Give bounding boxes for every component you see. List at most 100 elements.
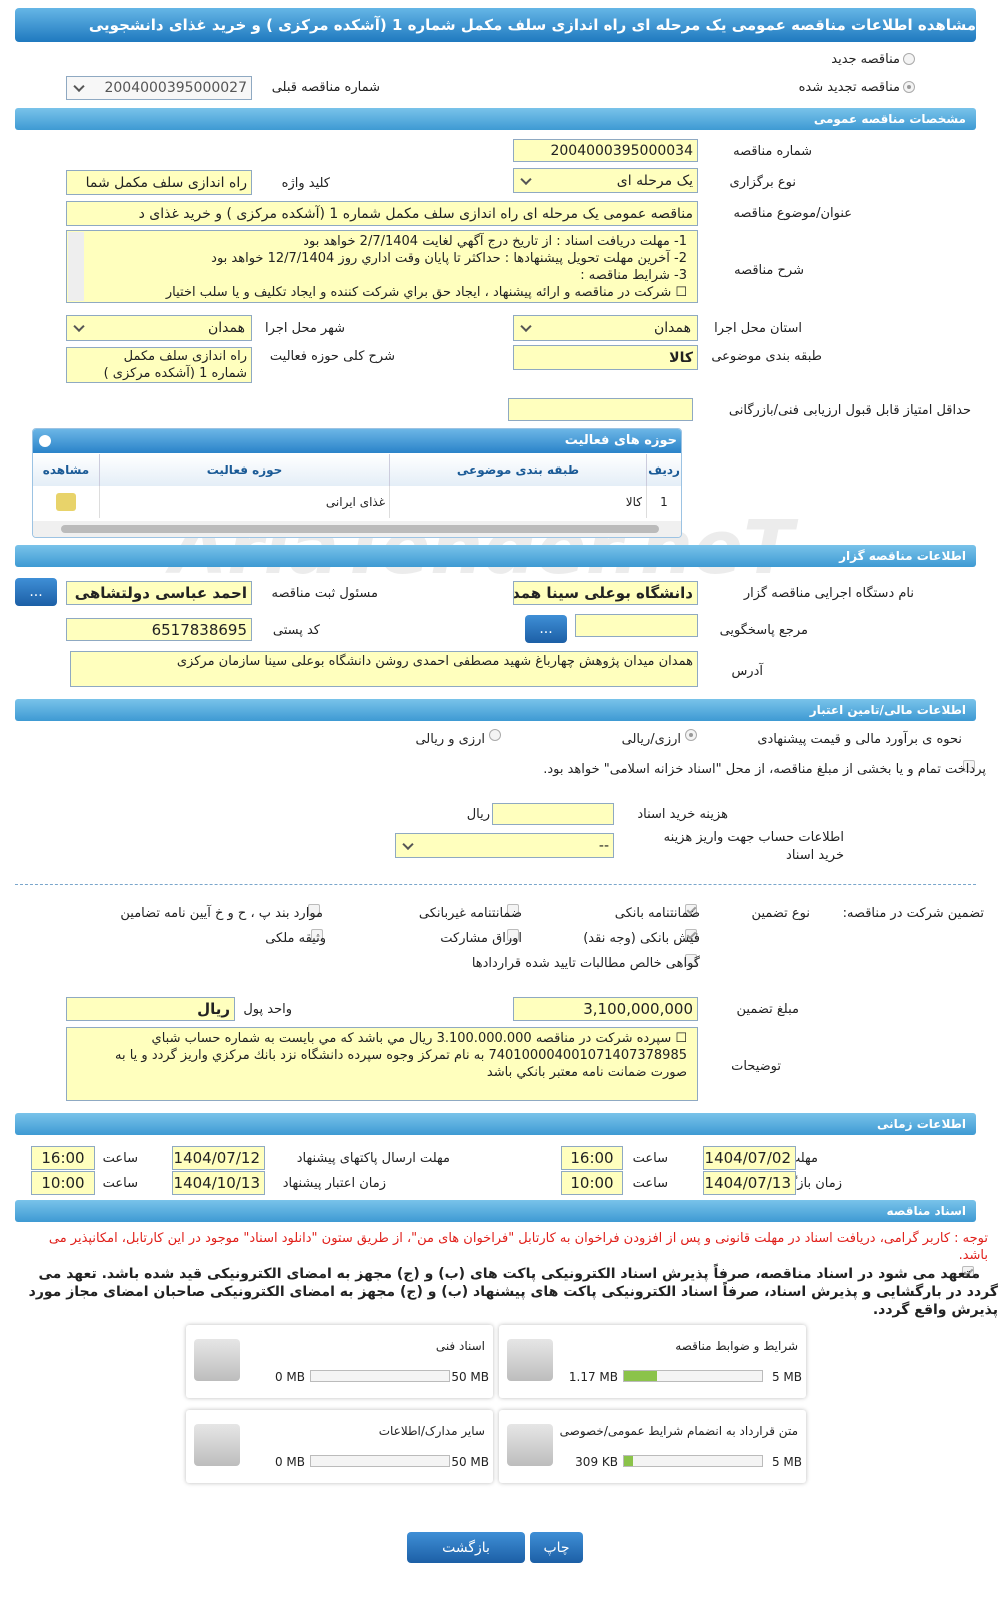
table-head: ردیف طبقه بندی موضوعی حوزه فعالیت مشاهده	[33, 454, 681, 486]
file-name: متن قرارداد به انضمام شرایط عمومی/خصوصی	[559, 1424, 798, 1438]
radio-new[interactable]	[903, 53, 915, 65]
guarantee-checkbox	[685, 929, 697, 941]
guarantee-checkbox	[308, 904, 320, 916]
account[interactable]: --	[395, 833, 614, 858]
radio-option-2[interactable]	[489, 729, 501, 741]
back-button[interactable]: بازگشت	[407, 1532, 525, 1563]
guarantee-option: ضمانتنامه بانکی	[614, 906, 700, 921]
registrar: احمد عباسی دولتشاهی	[66, 581, 252, 605]
validity-time: 10:00	[31, 1171, 95, 1195]
guarantee-checkbox	[507, 904, 519, 916]
doc-cost-label: هزینه خرید اسناد	[637, 807, 728, 822]
file-card[interactable]: اسناد فنی 50 MB 0 MB	[186, 1325, 493, 1398]
account-label: اطلاعات حساب جهت واریز هزینه خرید اسناد	[663, 830, 844, 863]
number-label: شماره مناقصه	[733, 144, 812, 159]
more-button[interactable]: ...	[15, 578, 57, 606]
min-score-label: حداقل امتیاز قابل قبول ارزیابی فنی/بازرگ…	[728, 403, 971, 418]
cell: غذای ایرانی	[99, 486, 390, 518]
print-button[interactable]: چاپ	[530, 1532, 583, 1563]
time-label: ساعت	[632, 1176, 668, 1191]
view-icon-cell[interactable]	[33, 486, 100, 518]
radio-renewed[interactable]	[903, 81, 915, 93]
category: کالا	[513, 345, 698, 370]
treasury-checkbox[interactable]	[963, 760, 975, 772]
submit-label: مهلت ارسال پاکتهای پیشنهاد	[296, 1151, 450, 1166]
validity-label: زمان اعتبار پیشنهاد	[282, 1176, 386, 1191]
number: 2004000395000034	[513, 139, 698, 162]
h-scrollbar[interactable]	[33, 521, 681, 537]
activities-table: ردیف طبقه بندی موضوعی حوزه فعالیت مشاهده…	[33, 454, 681, 518]
file-card[interactable]: متن قرارداد به انضمام شرایط عمومی/خصوصی …	[499, 1410, 806, 1483]
description-line: 1- مهلت دريافت اسناد : از تاريخ درج آگهي…	[303, 234, 687, 249]
scroll-thumb[interactable]	[61, 525, 659, 533]
address: همدان میدان پژوهش چهارباغ شهید مصطفی احم…	[70, 651, 698, 687]
section-general: مشخصات مناقصه عمومی	[15, 108, 976, 130]
reference-button[interactable]: ...	[525, 615, 567, 643]
city-label: شهر محل اجرا	[265, 321, 345, 336]
notes: ☐ سپرده شركت در مناقصه 3.100.000.000 ريا…	[66, 1027, 698, 1101]
submit-date: 1404/07/12	[172, 1146, 265, 1170]
file-size: 309 KB	[575, 1455, 618, 1469]
org-label: نام دستگاه اجرایی مناقصه گزار	[743, 586, 914, 601]
guarantee-checkbox	[685, 904, 697, 916]
col-header: طبقه بندی موضوعی	[389, 454, 647, 486]
collapse-icon[interactable]	[39, 435, 51, 447]
min-score	[508, 398, 693, 421]
city[interactable]: همدان	[66, 315, 252, 341]
file-name: شرایط و ضوابط مناقصه	[675, 1339, 798, 1353]
activity-desc-label: شرح کلی حوزه فعالیت	[269, 349, 395, 364]
section-organizer: اطلاعات مناقصه گزار	[15, 545, 976, 567]
currency-label: واحد پول	[243, 1002, 292, 1017]
view-icon[interactable]	[56, 493, 76, 511]
col-header: مشاهده	[42, 463, 90, 477]
file-size: 0 MB	[274, 1370, 305, 1384]
doc-cost-unit: ریال	[466, 807, 490, 822]
description-line: ☐ شركت در مناقصه و ارائه پيشنهاد ، ايجاد…	[165, 285, 687, 300]
commitment-checkbox	[962, 1266, 974, 1278]
file-size: 0 MB	[274, 1455, 305, 1469]
file-card[interactable]: شرایط و ضوابط مناقصه 5 MB 1.17 MB	[499, 1325, 806, 1398]
guarantee-checkbox	[685, 954, 697, 966]
option-2: ارزی و ریالی	[415, 732, 485, 747]
validity-date: 1404/10/13	[172, 1171, 265, 1195]
table-row: 1 کالا غذای ایرانی	[33, 486, 681, 518]
type-label: نوع برگزاری	[729, 175, 796, 190]
province[interactable]: همدان	[513, 315, 698, 341]
guarantee-option: فیش بانکی (وجه نقد)	[583, 931, 700, 946]
scrollbar[interactable]	[68, 232, 84, 301]
file-bar	[310, 1370, 450, 1382]
prev-number[interactable]: 2004000395000027	[66, 76, 252, 100]
address-label: آدرس	[731, 664, 763, 679]
treasury-text: پرداخت تمام و یا بخشی از مبلغ مناقصه، از…	[543, 762, 986, 777]
guarantee-checkbox	[311, 929, 323, 941]
guarantee-option: موارد بند پ ، ح و خ آیین نامه تضامین	[120, 906, 323, 921]
description-line: 2- آخرين مهلت تحويل پيشنهادها : حداكثر ت…	[211, 251, 687, 266]
col-header: ردیف	[646, 454, 681, 486]
cell: 1	[646, 486, 681, 518]
section-timing: اطلاعات زمانی	[15, 1113, 976, 1135]
file-card[interactable]: سایر مدارک/اطلاعات 50 MB 0 MB	[186, 1410, 493, 1483]
time-label: ساعت	[632, 1151, 668, 1166]
radio-option-1[interactable]	[685, 729, 697, 741]
subject: مناقصه عمومی یک مرحله ای راه اندازی سلف …	[66, 201, 698, 226]
notice: توجه : کاربر گرامی، دریافت اسناد در مهلت…	[48, 1231, 988, 1263]
doc-deadline-time: 16:00	[561, 1146, 623, 1170]
guarantee-type-label: نوع تضمین	[751, 906, 810, 921]
keyword: راه اندازی سلف مکمل شما	[66, 170, 252, 195]
cell: کالا	[389, 486, 647, 518]
opening-date: 1404/07/13	[703, 1171, 796, 1195]
section-documents: اسناد مناقصه	[15, 1200, 976, 1222]
description-line: 3- شرايط مناقصه :	[580, 268, 687, 283]
folder-icon	[507, 1339, 553, 1381]
guarantee-option: ضمانتنامه غیربانکی	[418, 906, 522, 921]
type[interactable]: یک مرحله ای	[513, 168, 698, 193]
file-bar-fill	[624, 1371, 657, 1381]
guarantee-option: اوراق مشارکت	[440, 931, 522, 946]
time-label: ساعت	[102, 1176, 138, 1191]
guarantee-option: گواهی خالص مطالبات تایید شده قراردادها	[471, 956, 700, 971]
file-bar-fill	[624, 1456, 633, 1466]
file-max: 50 MB	[451, 1370, 489, 1384]
postal-label: کد پستی	[272, 623, 320, 638]
postal: 6517838695	[66, 618, 252, 641]
